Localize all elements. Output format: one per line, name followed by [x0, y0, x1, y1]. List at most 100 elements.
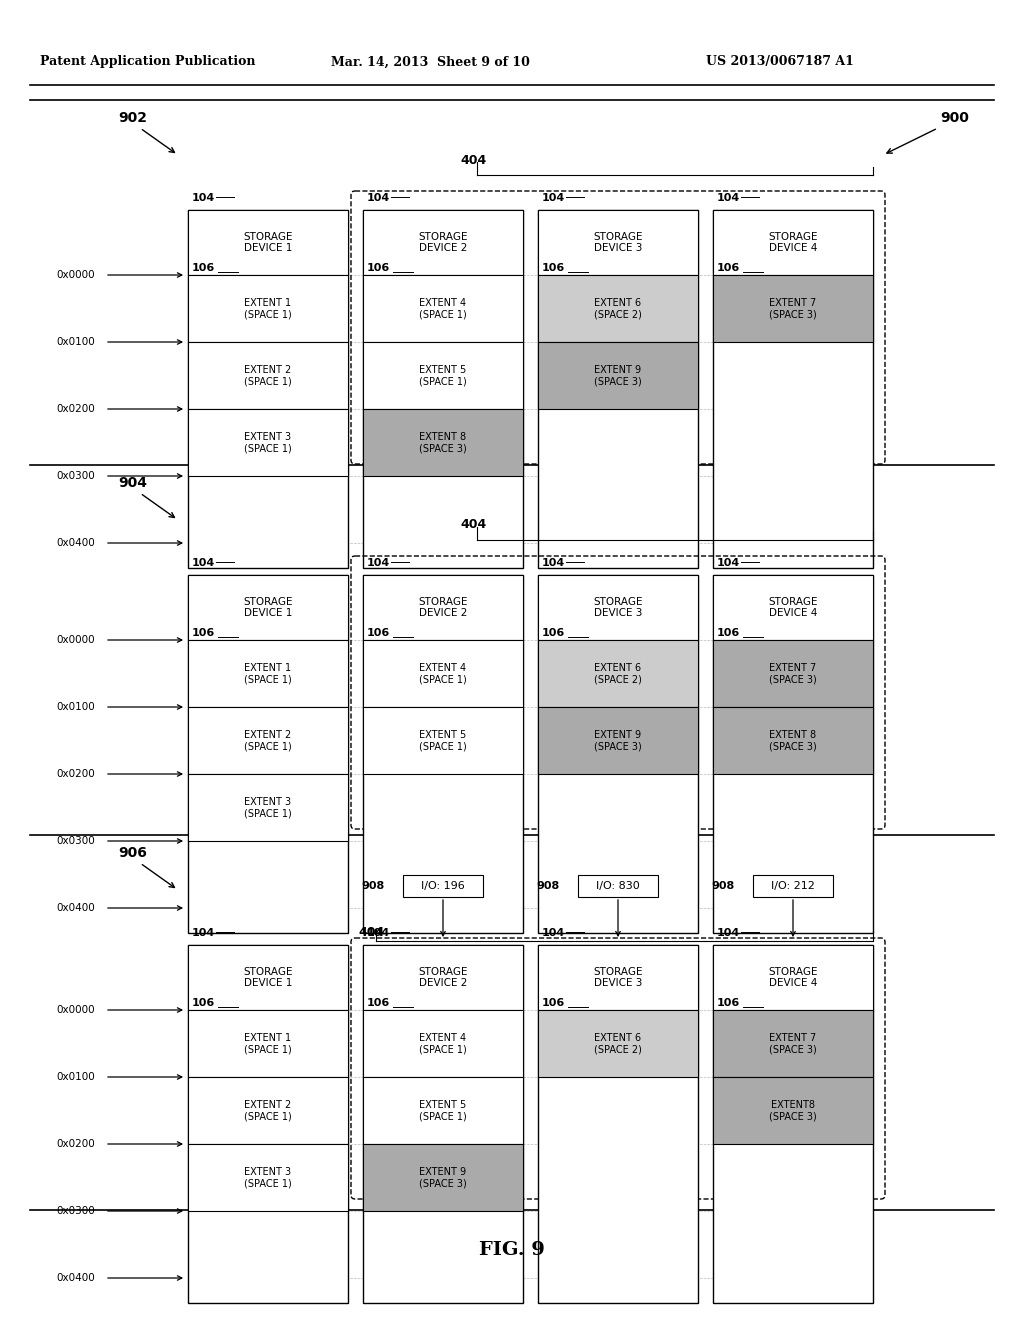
Bar	[713, 210, 873, 568]
Bar	[753, 875, 833, 898]
Text: EXTENT 2
(SPACE 1): EXTENT 2 (SPACE 1)	[244, 730, 292, 751]
Bar	[362, 576, 523, 933]
Text: 104: 104	[193, 558, 215, 568]
Bar	[538, 945, 698, 1010]
Bar	[538, 576, 698, 640]
Text: 0x0000: 0x0000	[56, 635, 95, 645]
Text: 104: 104	[193, 928, 215, 939]
Text: 404: 404	[460, 153, 486, 166]
Text: 0x0000: 0x0000	[56, 1005, 95, 1015]
Text: EXTENT 9
(SPACE 3): EXTENT 9 (SPACE 3)	[419, 1167, 467, 1188]
Text: EXTENT 4
(SPACE 1): EXTENT 4 (SPACE 1)	[419, 1032, 467, 1055]
Text: I/O: 212: I/O: 212	[771, 880, 815, 891]
Text: EXTENT 9
(SPACE 3): EXTENT 9 (SPACE 3)	[594, 364, 642, 387]
Bar	[362, 409, 523, 477]
Text: Patent Application Publication: Patent Application Publication	[40, 55, 256, 69]
Text: US 2013/0067187 A1: US 2013/0067187 A1	[707, 55, 854, 69]
Text: EXTENT 8
(SPACE 3): EXTENT 8 (SPACE 3)	[419, 432, 467, 453]
Text: 0x0200: 0x0200	[56, 770, 95, 779]
Text: FIG. 9: FIG. 9	[479, 1241, 545, 1259]
Text: 900: 900	[940, 111, 969, 125]
Text: 0x0300: 0x0300	[56, 1206, 95, 1216]
Text: EXTENT8
(SPACE 3): EXTENT8 (SPACE 3)	[769, 1100, 817, 1121]
Bar	[538, 342, 698, 409]
Bar	[713, 945, 873, 1303]
Text: EXTENT 2
(SPACE 1): EXTENT 2 (SPACE 1)	[244, 1100, 292, 1121]
Text: I/O: 830: I/O: 830	[596, 880, 640, 891]
Bar	[362, 342, 523, 409]
Text: EXTENT 2
(SPACE 1): EXTENT 2 (SPACE 1)	[244, 364, 292, 387]
Text: 106: 106	[717, 998, 740, 1008]
Bar	[188, 708, 348, 774]
Bar	[713, 576, 873, 933]
Text: STORAGE
DEVICE 3: STORAGE DEVICE 3	[593, 597, 643, 618]
Bar	[538, 1010, 698, 1077]
Text: STORAGE
DEVICE 4: STORAGE DEVICE 4	[768, 597, 818, 618]
Text: EXTENT 5
(SPACE 1): EXTENT 5 (SPACE 1)	[419, 1100, 467, 1121]
Text: Mar. 14, 2013  Sheet 9 of 10: Mar. 14, 2013 Sheet 9 of 10	[331, 55, 529, 69]
Text: 104: 104	[717, 193, 740, 203]
Text: 0x0200: 0x0200	[56, 1139, 95, 1148]
Text: EXTENT 4
(SPACE 1): EXTENT 4 (SPACE 1)	[419, 663, 467, 684]
Text: 404: 404	[460, 519, 486, 532]
Text: EXTENT 6
(SPACE 2): EXTENT 6 (SPACE 2)	[594, 298, 642, 319]
Text: 904: 904	[118, 477, 147, 490]
Bar	[188, 945, 348, 1303]
Text: 0x0000: 0x0000	[56, 271, 95, 280]
Text: 106: 106	[542, 998, 565, 1008]
Text: EXTENT 8
(SPACE 3): EXTENT 8 (SPACE 3)	[769, 730, 817, 751]
Text: EXTENT 4
(SPACE 1): EXTENT 4 (SPACE 1)	[419, 298, 467, 319]
Text: EXTENT 7
(SPACE 3): EXTENT 7 (SPACE 3)	[769, 663, 817, 684]
Text: 106: 106	[717, 628, 740, 638]
Text: 104: 104	[717, 558, 740, 568]
Text: 106: 106	[542, 263, 565, 273]
Bar	[713, 945, 873, 1010]
Text: EXTENT 7
(SPACE 3): EXTENT 7 (SPACE 3)	[769, 298, 817, 319]
Bar	[188, 640, 348, 708]
Text: STORAGE
DEVICE 3: STORAGE DEVICE 3	[593, 232, 643, 253]
Text: EXTENT 3
(SPACE 1): EXTENT 3 (SPACE 1)	[244, 432, 292, 453]
Text: 104: 104	[717, 928, 740, 939]
Bar	[538, 210, 698, 568]
Text: EXTENT 1
(SPACE 1): EXTENT 1 (SPACE 1)	[244, 663, 292, 684]
Text: 0x0100: 0x0100	[56, 1072, 95, 1082]
Text: 0x0300: 0x0300	[56, 836, 95, 846]
Text: I/O: 196: I/O: 196	[421, 880, 465, 891]
Text: 104: 104	[542, 193, 565, 203]
Text: 404: 404	[358, 927, 384, 940]
Text: 0x0400: 0x0400	[56, 1272, 95, 1283]
Bar	[713, 708, 873, 774]
Bar	[538, 708, 698, 774]
Text: 0x0300: 0x0300	[56, 471, 95, 480]
Bar	[713, 275, 873, 342]
Bar	[713, 1077, 873, 1144]
Text: 106: 106	[193, 998, 215, 1008]
Text: STORAGE
DEVICE 2: STORAGE DEVICE 2	[418, 966, 468, 989]
Bar	[538, 640, 698, 708]
Text: STORAGE
DEVICE 4: STORAGE DEVICE 4	[768, 966, 818, 989]
Bar	[188, 1144, 348, 1210]
Text: EXTENT 7
(SPACE 3): EXTENT 7 (SPACE 3)	[769, 1032, 817, 1055]
Bar	[538, 945, 698, 1303]
Text: 902: 902	[118, 111, 147, 125]
Text: 0x0100: 0x0100	[56, 337, 95, 347]
Text: 104: 104	[193, 193, 215, 203]
Bar	[713, 1010, 873, 1077]
Text: 104: 104	[367, 558, 390, 568]
Text: STORAGE
DEVICE 2: STORAGE DEVICE 2	[418, 597, 468, 618]
Text: EXTENT 1
(SPACE 1): EXTENT 1 (SPACE 1)	[244, 1032, 292, 1055]
Bar	[188, 945, 348, 1010]
Text: 104: 104	[367, 928, 390, 939]
Bar	[713, 640, 873, 708]
Bar	[362, 576, 523, 640]
Bar	[362, 275, 523, 342]
Text: STORAGE
DEVICE 4: STORAGE DEVICE 4	[768, 232, 818, 253]
Bar	[188, 774, 348, 841]
Text: 0x0400: 0x0400	[56, 539, 95, 548]
Text: STORAGE
DEVICE 2: STORAGE DEVICE 2	[418, 232, 468, 253]
Bar	[538, 275, 698, 342]
Bar	[188, 210, 348, 275]
Bar	[188, 342, 348, 409]
Text: EXTENT 5
(SPACE 1): EXTENT 5 (SPACE 1)	[419, 364, 467, 387]
Text: 106: 106	[367, 998, 390, 1008]
